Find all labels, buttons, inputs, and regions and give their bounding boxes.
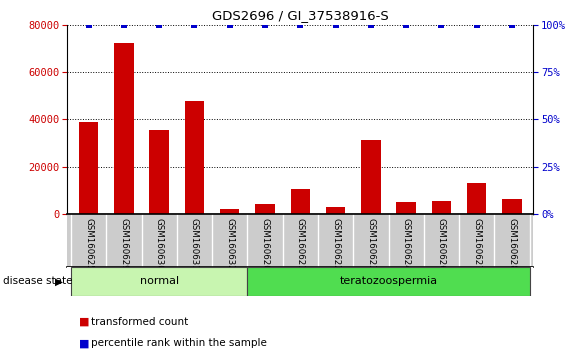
Text: GSM160620: GSM160620 <box>261 218 270 271</box>
Point <box>331 22 340 28</box>
Text: GSM160625: GSM160625 <box>84 218 93 271</box>
Text: GSM160624: GSM160624 <box>402 218 411 271</box>
Text: transformed count: transformed count <box>91 317 188 327</box>
Point <box>260 22 270 28</box>
Point <box>507 22 517 28</box>
Bar <box>291 189 310 214</box>
Point <box>437 22 446 28</box>
Text: GSM160631: GSM160631 <box>190 218 199 271</box>
Bar <box>79 122 98 214</box>
Text: GSM160627: GSM160627 <box>472 218 481 271</box>
Point <box>225 22 234 28</box>
Text: GSM160622: GSM160622 <box>331 218 340 271</box>
Text: GSM160623: GSM160623 <box>366 218 376 271</box>
Text: GSM160621: GSM160621 <box>296 218 305 271</box>
Bar <box>149 130 169 214</box>
Text: ■: ■ <box>79 317 90 327</box>
Bar <box>467 183 486 214</box>
Text: GSM160626: GSM160626 <box>437 218 446 271</box>
Text: GSM160629: GSM160629 <box>120 218 128 271</box>
Bar <box>71 267 247 296</box>
Bar <box>361 139 381 214</box>
Bar <box>397 202 416 214</box>
Text: GSM160628: GSM160628 <box>507 218 517 271</box>
Text: disease state: disease state <box>3 276 73 286</box>
Text: ▶: ▶ <box>54 276 63 286</box>
Point <box>190 22 199 28</box>
Point <box>401 22 411 28</box>
Bar <box>326 207 345 214</box>
Point <box>84 22 93 28</box>
Text: teratozoospermia: teratozoospermia <box>339 276 438 286</box>
Bar <box>220 210 240 214</box>
Bar <box>255 204 275 214</box>
Title: GDS2696 / GI_37538916-S: GDS2696 / GI_37538916-S <box>212 9 389 22</box>
Bar <box>114 42 134 214</box>
Point <box>472 22 482 28</box>
Bar <box>502 199 522 214</box>
Point <box>296 22 305 28</box>
Point <box>155 22 164 28</box>
Text: GSM160632: GSM160632 <box>225 218 234 271</box>
Text: GSM160630: GSM160630 <box>155 218 163 271</box>
Text: ■: ■ <box>79 338 90 348</box>
Text: normal: normal <box>139 276 179 286</box>
Bar <box>247 267 530 296</box>
Bar <box>185 101 204 214</box>
Point <box>119 22 128 28</box>
Bar <box>432 201 451 214</box>
Point <box>366 22 376 28</box>
Text: percentile rank within the sample: percentile rank within the sample <box>91 338 267 348</box>
